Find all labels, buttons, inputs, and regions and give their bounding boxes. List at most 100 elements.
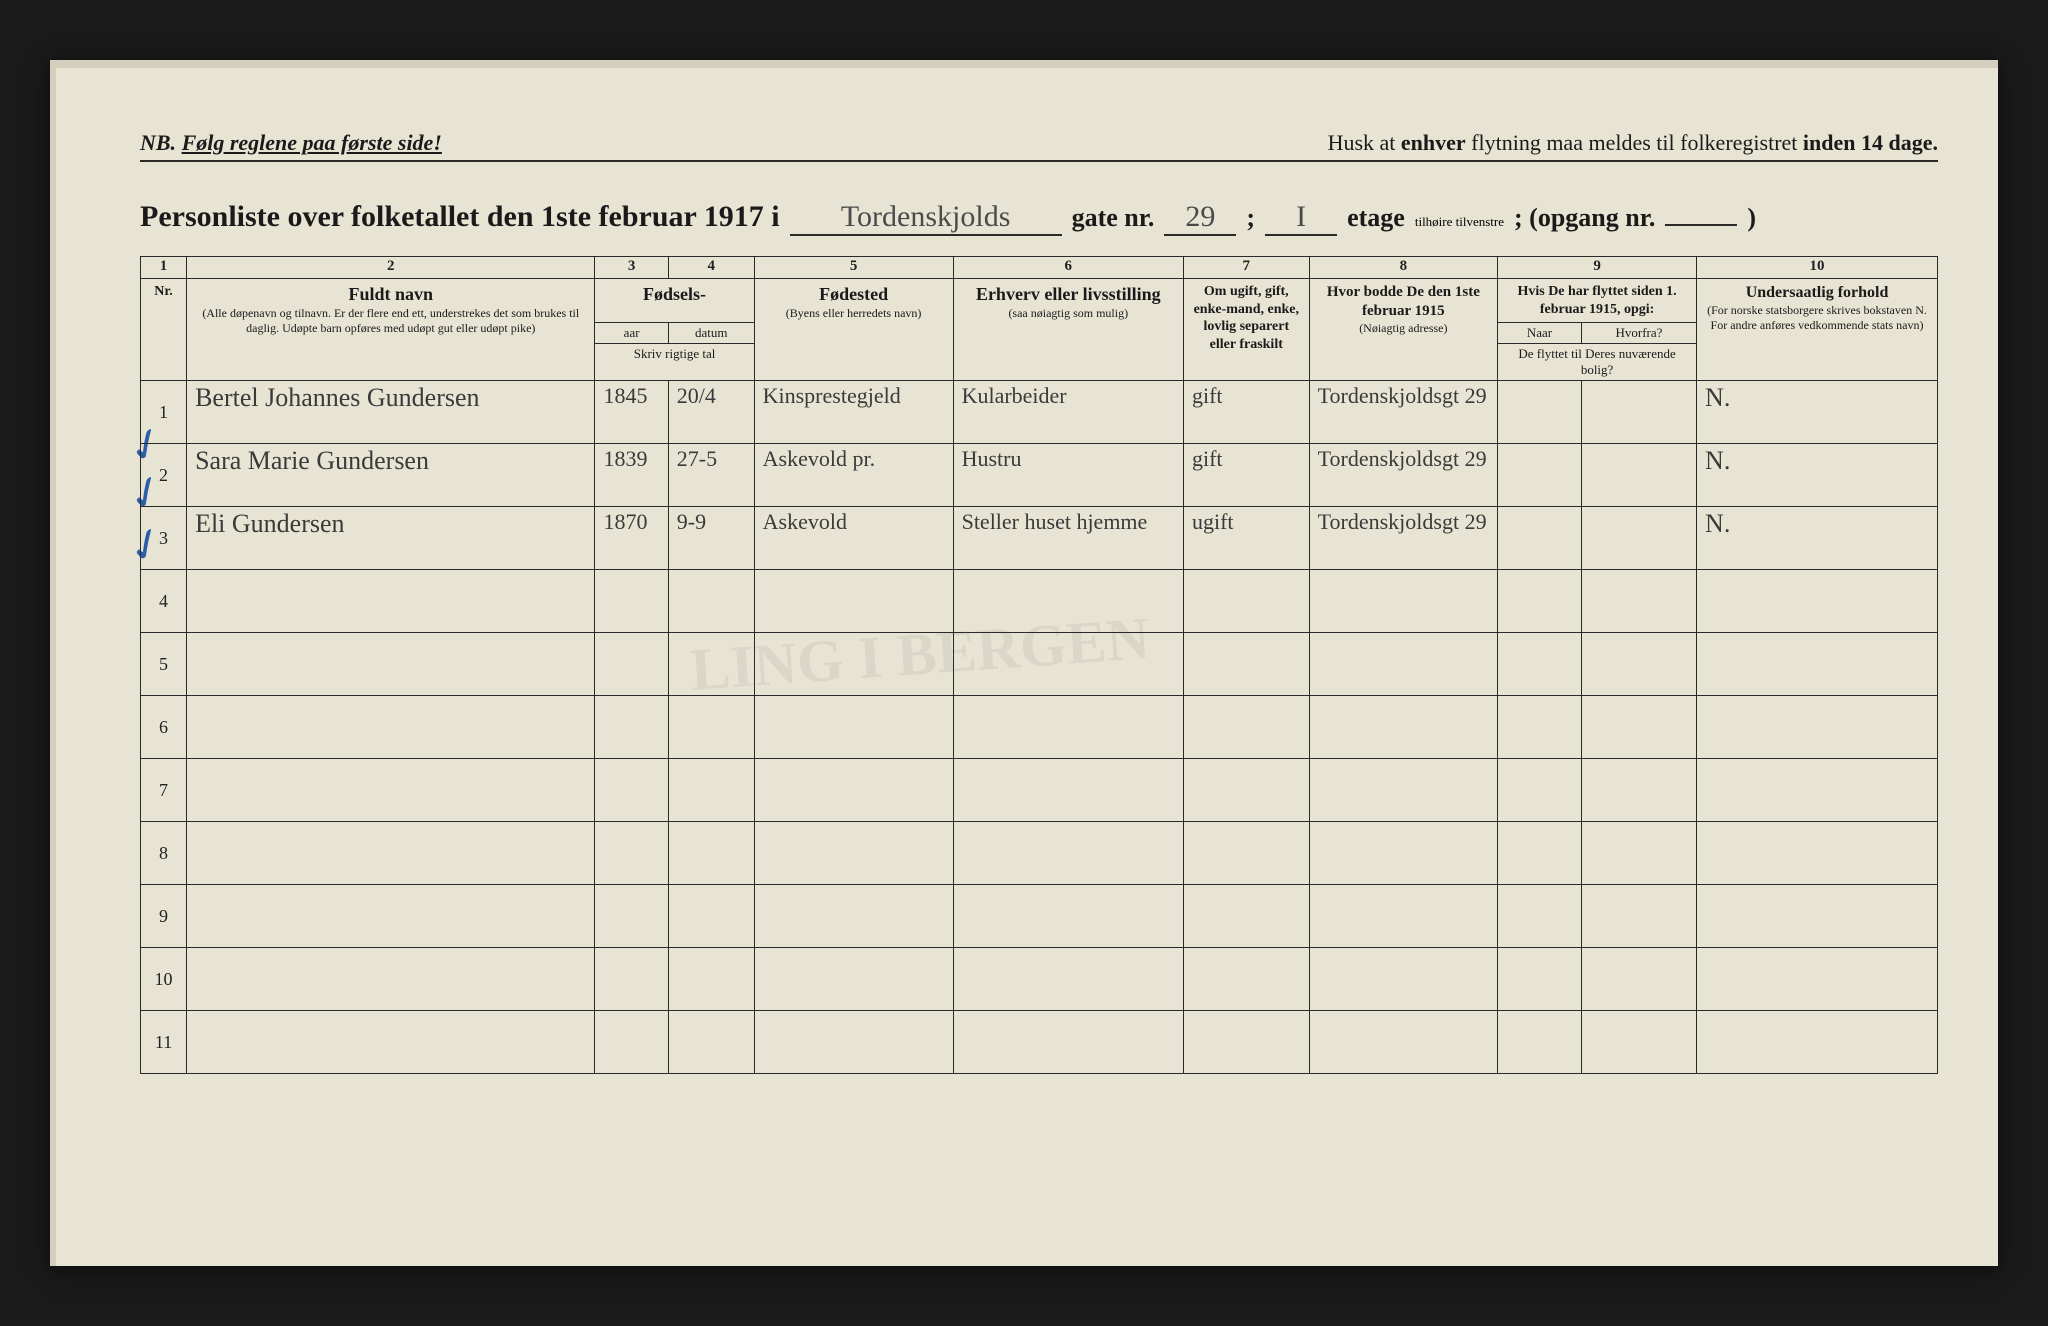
cell-nr: 8 bbox=[141, 822, 187, 885]
colnum-6: 6 bbox=[953, 257, 1183, 279]
cell-marital bbox=[1183, 885, 1309, 948]
cell-occ bbox=[953, 759, 1183, 822]
cell-name bbox=[187, 822, 595, 885]
cell-addr: Tordenskjoldsgt 29 bbox=[1309, 507, 1497, 570]
top-instruction-line: NB. Følg reglene paa første side! Husk a… bbox=[140, 130, 1938, 162]
cell-moved_h bbox=[1581, 696, 1696, 759]
cell-occ bbox=[953, 822, 1183, 885]
cell-nr: 9 bbox=[141, 885, 187, 948]
cell-nat bbox=[1697, 948, 1938, 1011]
cell-nr: 11 bbox=[141, 1011, 187, 1074]
hdr-addr: Hvor bodde De den 1ste februar 1915 (Nøi… bbox=[1309, 279, 1497, 381]
cell-aar bbox=[595, 948, 668, 1011]
cell-place: Kinsprestegjeld bbox=[754, 381, 953, 444]
cell-nr: 3 bbox=[141, 507, 187, 570]
document-page: ✓ ✓ ✓ LING I BERGEN NB. Følg reglene paa… bbox=[50, 60, 1998, 1266]
etage-sub: tilhøire tilvenstre bbox=[1415, 216, 1504, 228]
cell-moved_n bbox=[1498, 633, 1582, 696]
cell-datum: 20/4 bbox=[668, 381, 754, 444]
colnum-3: 3 bbox=[595, 257, 668, 279]
cell-occ bbox=[953, 696, 1183, 759]
cell-addr: Tordenskjoldsgt 29 bbox=[1309, 444, 1497, 507]
column-number-row: 1 2 3 4 5 6 7 8 9 10 bbox=[141, 257, 1938, 279]
cell-nr: 10 bbox=[141, 948, 187, 1011]
cell-occ: Kularbeider bbox=[953, 381, 1183, 444]
hdr-birth-note: Skriv rigtige tal bbox=[595, 344, 754, 381]
cell-addr bbox=[1309, 822, 1497, 885]
cell-occ bbox=[953, 948, 1183, 1011]
etage-label: etage bbox=[1347, 203, 1405, 233]
cell-name bbox=[187, 570, 595, 633]
hdr-occ-note: (saa nøiagtig som mulig) bbox=[960, 306, 1177, 321]
cell-name: Eli Gundersen bbox=[187, 507, 595, 570]
reminder-bold2: inden 14 dage. bbox=[1803, 130, 1938, 155]
cell-addr bbox=[1309, 948, 1497, 1011]
cell-moved_n bbox=[1498, 507, 1582, 570]
cell-moved_n bbox=[1498, 696, 1582, 759]
header-row: Nr. Fuldt navn (Alle døpenavn og tilnavn… bbox=[141, 279, 1938, 323]
cell-datum bbox=[668, 633, 754, 696]
cell-occ: Steller huset hjemme bbox=[953, 507, 1183, 570]
cell-aar bbox=[595, 633, 668, 696]
cell-marital: ugift bbox=[1183, 507, 1309, 570]
cell-name bbox=[187, 948, 595, 1011]
form-title: Personliste over folketallet den 1ste fe… bbox=[140, 200, 780, 234]
cell-aar: 1839 bbox=[595, 444, 668, 507]
cell-occ: Hustru bbox=[953, 444, 1183, 507]
hdr-addr-big: Hvor bodde De den 1ste februar 1915 bbox=[1316, 283, 1491, 321]
cell-moved_h bbox=[1581, 948, 1696, 1011]
document-content: NB. Følg reglene paa første side! Husk a… bbox=[140, 130, 1938, 1074]
cell-datum: 27-5 bbox=[668, 444, 754, 507]
cell-aar: 1870 bbox=[595, 507, 668, 570]
cell-datum bbox=[668, 696, 754, 759]
hdr-moved-hvor: Hvorfra? bbox=[1581, 323, 1696, 344]
cell-marital bbox=[1183, 633, 1309, 696]
hdr-marital: Om ugift, gift, enke-mand, enke, lovlig … bbox=[1183, 279, 1309, 381]
cell-moved_h bbox=[1581, 507, 1696, 570]
census-table: 1 2 3 4 5 6 7 8 9 10 Nr. Fuldt navn (All… bbox=[140, 256, 1938, 1074]
hdr-addr-note: (Nøiagtig adresse) bbox=[1316, 321, 1491, 336]
cell-marital bbox=[1183, 759, 1309, 822]
cell-name: Sara Marie Gundersen bbox=[187, 444, 595, 507]
cell-name bbox=[187, 1011, 595, 1074]
hdr-place: Fødested (Byens eller herredets navn) bbox=[754, 279, 953, 381]
cell-name bbox=[187, 885, 595, 948]
hdr-place-big: Fødested bbox=[761, 283, 947, 306]
cell-place: Askevold pr. bbox=[754, 444, 953, 507]
colnum-10: 10 bbox=[1697, 257, 1938, 279]
table-row: 1Bertel Johannes Gundersen184520/4Kinspr… bbox=[141, 381, 1938, 444]
table-row: 6 bbox=[141, 696, 1938, 759]
hdr-datum: datum bbox=[668, 323, 754, 344]
cell-name: Bertel Johannes Gundersen bbox=[187, 381, 595, 444]
cell-addr bbox=[1309, 633, 1497, 696]
cell-nat: N. bbox=[1697, 444, 1938, 507]
cell-moved_n bbox=[1498, 570, 1582, 633]
cell-aar bbox=[595, 759, 668, 822]
hdr-occ: Erhverv eller livsstilling (saa nøiagtig… bbox=[953, 279, 1183, 381]
cell-datum bbox=[668, 759, 754, 822]
reminder-pre: Husk at bbox=[1328, 130, 1401, 155]
cell-place bbox=[754, 885, 953, 948]
cell-place bbox=[754, 633, 953, 696]
nb-prefix: NB. bbox=[140, 130, 176, 155]
cell-moved_n bbox=[1498, 381, 1582, 444]
cell-moved_h bbox=[1581, 633, 1696, 696]
gate-label: gate nr. bbox=[1072, 203, 1155, 233]
cell-nat bbox=[1697, 633, 1938, 696]
cell-addr bbox=[1309, 885, 1497, 948]
cell-moved_n bbox=[1498, 822, 1582, 885]
cell-occ bbox=[953, 570, 1183, 633]
cell-moved_h bbox=[1581, 570, 1696, 633]
cell-nr: 4 bbox=[141, 570, 187, 633]
title-row: Personliste over folketallet den 1ste fe… bbox=[140, 190, 1938, 236]
hdr-nat-big: Undersaatlig forhold bbox=[1703, 283, 1931, 303]
colnum-1: 1 bbox=[141, 257, 187, 279]
cell-marital: gift bbox=[1183, 381, 1309, 444]
cell-moved_h bbox=[1581, 885, 1696, 948]
table-row: 8 bbox=[141, 822, 1938, 885]
cell-marital bbox=[1183, 1011, 1309, 1074]
cell-nr: 7 bbox=[141, 759, 187, 822]
cell-nat: N. bbox=[1697, 507, 1938, 570]
cell-nat bbox=[1697, 759, 1938, 822]
cell-occ bbox=[953, 1011, 1183, 1074]
